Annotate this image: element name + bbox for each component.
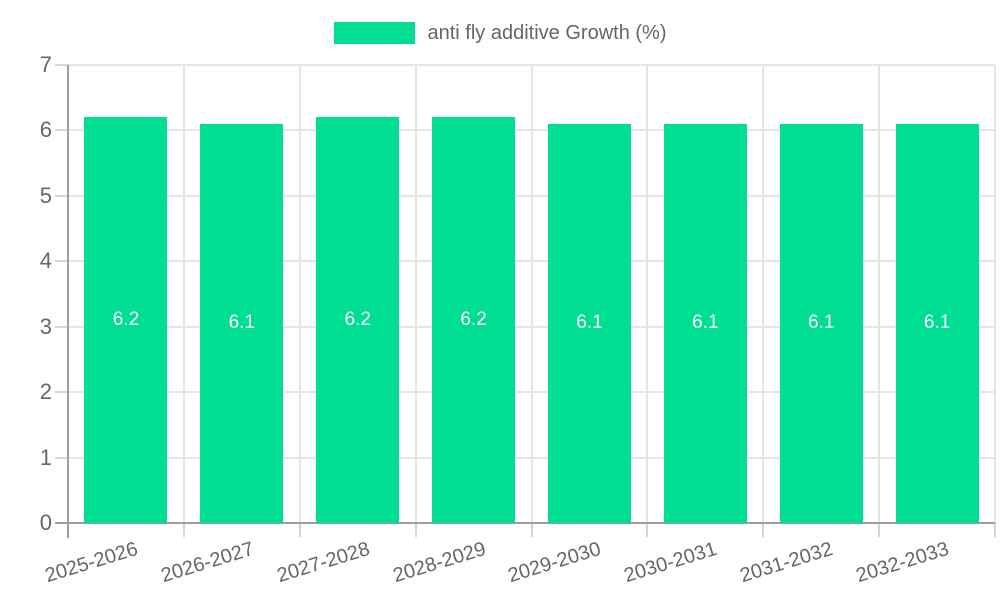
bar[interactable]: 6.2 bbox=[316, 117, 400, 523]
y-tick-label: 0 bbox=[39, 510, 52, 535]
x-axis-tick bbox=[530, 523, 533, 537]
gridline-vertical bbox=[298, 65, 301, 523]
bar[interactable]: 6.1 bbox=[779, 123, 863, 523]
x-axis-tick bbox=[298, 523, 301, 537]
bar[interactable]: 6.1 bbox=[663, 123, 747, 523]
bar-value-label: 6.1 bbox=[228, 312, 256, 334]
y-axis-tick bbox=[55, 456, 68, 459]
bar-value-label: 6.1 bbox=[576, 312, 603, 334]
bar-value-label: 6.2 bbox=[460, 309, 487, 331]
x-axis-line bbox=[55, 522, 995, 524]
gridline-vertical bbox=[994, 65, 996, 523]
y-axis-tick bbox=[55, 129, 68, 132]
x-axis-tick bbox=[878, 523, 881, 537]
y-tick-label: 6 bbox=[39, 117, 52, 143]
gridline-vertical bbox=[414, 65, 417, 523]
bar-value-label: 6.1 bbox=[807, 312, 835, 334]
y-tick-label: 4 bbox=[39, 248, 52, 274]
x-axis-tick bbox=[646, 523, 649, 537]
bar[interactable]: 6.1 bbox=[200, 123, 284, 523]
bar-value-label: 6.1 bbox=[692, 312, 719, 334]
bar-value-label: 6.2 bbox=[344, 309, 371, 331]
y-tick-label: 2 bbox=[39, 379, 52, 405]
gridline-vertical bbox=[182, 65, 185, 523]
x-axis-tick bbox=[762, 523, 765, 537]
gridline-vertical bbox=[762, 65, 765, 523]
bar[interactable]: 6.2 bbox=[432, 117, 516, 523]
gridline-vertical bbox=[878, 65, 881, 523]
y-axis-tick bbox=[55, 325, 68, 328]
x-axis-tick bbox=[182, 523, 185, 537]
chart-legend[interactable]: anti fly additive Growth (%) bbox=[0, 21, 1000, 45]
y-tick-label: 1 bbox=[39, 444, 52, 470]
bar-value-label: 6.2 bbox=[112, 309, 140, 331]
y-tick-label: 7 bbox=[39, 52, 52, 77]
bar-value-label: 6.1 bbox=[923, 312, 951, 334]
bar[interactable]: 6.1 bbox=[895, 123, 979, 523]
y-axis-line bbox=[67, 65, 69, 538]
bar[interactable]: 6.2 bbox=[84, 117, 168, 523]
bar[interactable]: 6.1 bbox=[547, 123, 631, 523]
y-axis-tick bbox=[55, 260, 68, 263]
x-axis-tick bbox=[994, 523, 996, 537]
y-axis-tick bbox=[55, 64, 68, 66]
gridline-vertical bbox=[530, 65, 533, 523]
y-tick-label: 3 bbox=[39, 313, 52, 339]
y-axis-tick bbox=[55, 194, 68, 197]
legend-label: anti fly additive Growth (%) bbox=[427, 21, 667, 44]
x-axis-tick bbox=[414, 523, 417, 537]
gridline-vertical bbox=[646, 65, 649, 523]
y-tick-label: 5 bbox=[39, 182, 52, 208]
legend-swatch bbox=[333, 22, 415, 44]
y-axis-tick bbox=[55, 391, 68, 394]
